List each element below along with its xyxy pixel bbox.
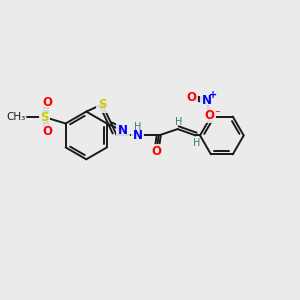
Text: H: H <box>134 122 142 132</box>
Text: S: S <box>40 111 49 124</box>
Text: O: O <box>187 91 196 104</box>
Text: ⁻: ⁻ <box>215 109 220 119</box>
Text: O: O <box>43 96 52 109</box>
Text: N: N <box>133 129 143 142</box>
Text: O: O <box>43 125 52 138</box>
Text: +: + <box>209 90 217 100</box>
Text: O: O <box>152 145 161 158</box>
Text: S: S <box>98 98 106 111</box>
Text: N: N <box>202 94 212 107</box>
Text: CH₃: CH₃ <box>6 112 25 122</box>
Text: H: H <box>193 138 200 148</box>
Text: H: H <box>175 117 182 128</box>
Text: N: N <box>118 124 128 137</box>
Text: O: O <box>205 109 214 122</box>
